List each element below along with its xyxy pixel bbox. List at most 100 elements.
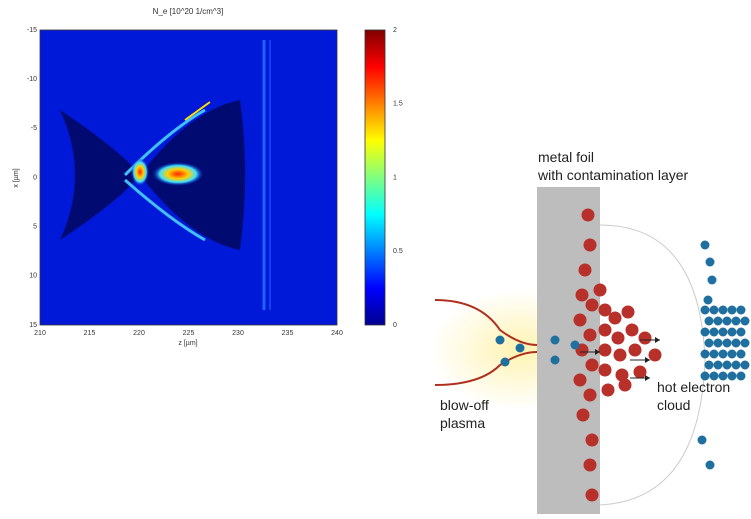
electron (710, 306, 719, 315)
x-tick-label: 225 (183, 330, 195, 337)
electron (741, 361, 750, 370)
ion (609, 312, 622, 325)
ion (579, 264, 592, 277)
ion (614, 349, 627, 362)
electron (701, 328, 710, 337)
electron (705, 317, 714, 326)
electron (737, 328, 746, 337)
ion (626, 324, 639, 337)
electron (710, 350, 719, 359)
heatmap-title: N_e [10^20 1/cm^3] (153, 7, 224, 16)
electron (737, 372, 746, 381)
electron (714, 361, 723, 370)
diagram: metal foil with contamination layer blow-… (430, 149, 750, 514)
electron (551, 336, 560, 345)
ion (599, 324, 612, 337)
ion (612, 332, 625, 345)
ion (599, 344, 612, 357)
ion (577, 409, 590, 422)
ion (594, 284, 607, 297)
electron (706, 461, 715, 470)
ion (586, 489, 599, 502)
y-tick-label: 0 (33, 174, 37, 181)
ion (574, 314, 587, 327)
electron (705, 339, 714, 348)
electron (719, 328, 728, 337)
electron (714, 317, 723, 326)
label-line: hot electron (657, 379, 730, 395)
electron (705, 361, 714, 370)
ion (584, 329, 597, 342)
ion (582, 209, 595, 222)
y-tick-label: 10 (29, 273, 37, 280)
figure: N_e [10^20 1/cm^3] z [µm] x [µm] 2102152… (0, 0, 751, 514)
x-tick-label: 220 (133, 330, 145, 337)
label-line: metal foil (538, 149, 594, 165)
y-axis-label: x [µm] (13, 168, 20, 187)
x-tick-label: 230 (232, 330, 244, 337)
electron (728, 306, 737, 315)
colorbar-tick-label: 2 (393, 27, 397, 34)
electron (737, 306, 746, 315)
ion (634, 366, 647, 379)
electron (719, 306, 728, 315)
ion (629, 344, 642, 357)
plasma-label: blow-off plasma (440, 397, 489, 431)
electron (704, 296, 713, 305)
label-line: blow-off (440, 397, 489, 413)
hot-spot (152, 162, 204, 186)
x-axis-label: z [µm] (178, 340, 197, 347)
ion (619, 379, 632, 392)
ion (586, 299, 599, 312)
x-tick-label: 210 (34, 330, 46, 337)
electron (728, 350, 737, 359)
ion (586, 434, 599, 447)
ion (586, 359, 599, 372)
electron (571, 341, 580, 350)
electron (741, 317, 750, 326)
ion (599, 364, 612, 377)
electron (723, 339, 732, 348)
electron (723, 361, 732, 370)
ion (622, 306, 635, 319)
electron (710, 328, 719, 337)
electron (737, 350, 746, 359)
electron (741, 339, 750, 348)
label-line: cloud (657, 397, 690, 413)
electron (714, 339, 723, 348)
x-tick-label: 240 (331, 330, 343, 337)
electron (732, 361, 741, 370)
y-tick-label: 15 (29, 322, 37, 329)
colorbar-tick-label: 0 (393, 322, 397, 329)
electron (732, 317, 741, 326)
electron (706, 258, 715, 267)
x-tick-label: 235 (282, 330, 294, 337)
electron (723, 317, 732, 326)
arrow-head (655, 337, 660, 343)
colorbar (365, 30, 385, 325)
ion (584, 389, 597, 402)
y-tick-label: -15 (27, 27, 37, 34)
electron (701, 350, 710, 359)
electron (551, 356, 560, 365)
ion (602, 384, 615, 397)
ion (574, 374, 587, 387)
ion (649, 349, 662, 362)
arrow-head (645, 375, 650, 381)
x-tick-label: 215 (84, 330, 96, 337)
electron (496, 336, 505, 345)
ion (576, 289, 589, 302)
field-envelope (600, 225, 705, 505)
electron (501, 358, 510, 367)
label-line: plasma (440, 415, 485, 431)
y-tick-label: -5 (31, 125, 37, 132)
ion (639, 332, 652, 345)
label-line: with contamination layer (537, 167, 689, 183)
ion (584, 459, 597, 472)
electron (719, 350, 728, 359)
colorbar-tick-label: 1 (393, 174, 397, 181)
electron-label: hot electron cloud (657, 379, 730, 413)
electron (728, 328, 737, 337)
electron (708, 276, 717, 285)
